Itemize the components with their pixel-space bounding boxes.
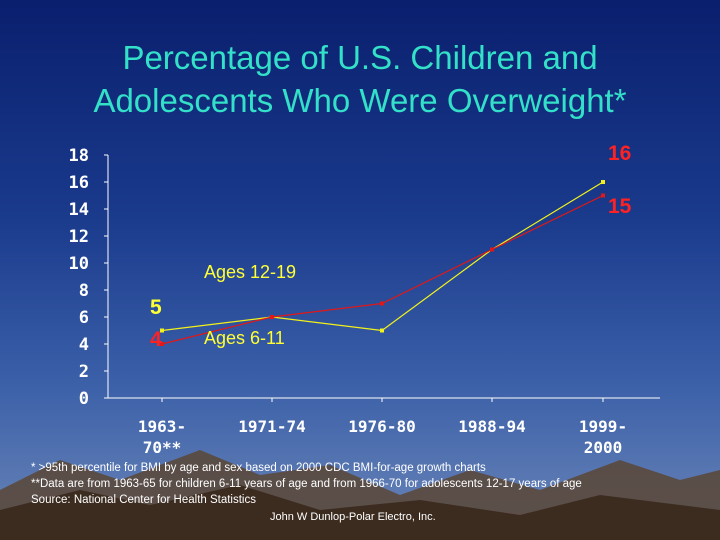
page-title: Percentage of U.S. Children and Adolesce…	[0, 36, 720, 122]
series-label-ages-12-19: Ages 12-19	[204, 262, 296, 282]
data-point	[380, 328, 384, 333]
series-line	[161, 181, 604, 332]
footnotes: * >95th percentile for BMI by age and se…	[31, 460, 711, 508]
data-point	[601, 193, 605, 198]
footnote-1: * >95th percentile for BMI by age and se…	[31, 462, 486, 474]
data-point	[601, 180, 605, 184]
y-tick-label: 12	[69, 227, 89, 247]
data-point	[380, 301, 384, 306]
y-tick-label: 2	[79, 362, 89, 382]
y-tick-label: 0	[79, 389, 89, 409]
value-label-start-12-19: 5	[150, 296, 162, 319]
title-line-1: Percentage of U.S. Children and	[122, 39, 598, 76]
x-tick-label: 1963-70**	[138, 417, 186, 457]
footnote-source: Source: National Center for Health Stati…	[31, 494, 256, 506]
mountain-background	[0, 450, 720, 540]
value-label-start-6-11: 4	[150, 328, 162, 351]
series-label-ages-6-11: Ages 6-11	[204, 328, 285, 348]
y-tick-label: 8	[79, 281, 89, 301]
x-tick-label: 1999-2000	[579, 417, 627, 457]
y-tick-label: 18	[69, 146, 89, 166]
data-point	[160, 328, 164, 333]
x-tick-label: 1988-94	[458, 417, 525, 436]
footnote-2: **Data are from 1963-65 for children 6-1…	[31, 478, 582, 490]
y-tick-label: 14	[69, 200, 89, 220]
data-point	[270, 315, 274, 319]
x-tick-label: 1971-74	[238, 417, 305, 436]
y-tick-label: 6	[79, 308, 89, 328]
y-tick-label: 4	[79, 335, 89, 355]
x-tick-label: 1976-80	[348, 417, 415, 436]
value-label-end-12-19: 16	[608, 142, 631, 165]
value-label-end-6-11: 15	[608, 195, 632, 218]
credit-text: John W Dunlop-Polar Electro, Inc.	[270, 511, 436, 523]
title-line-2: Adolescents Who Were Overweight*	[93, 82, 627, 119]
data-point	[490, 247, 494, 252]
data-point	[160, 342, 164, 346]
y-tick-label: 16	[69, 173, 89, 193]
y-tick-label: 10	[69, 254, 89, 274]
